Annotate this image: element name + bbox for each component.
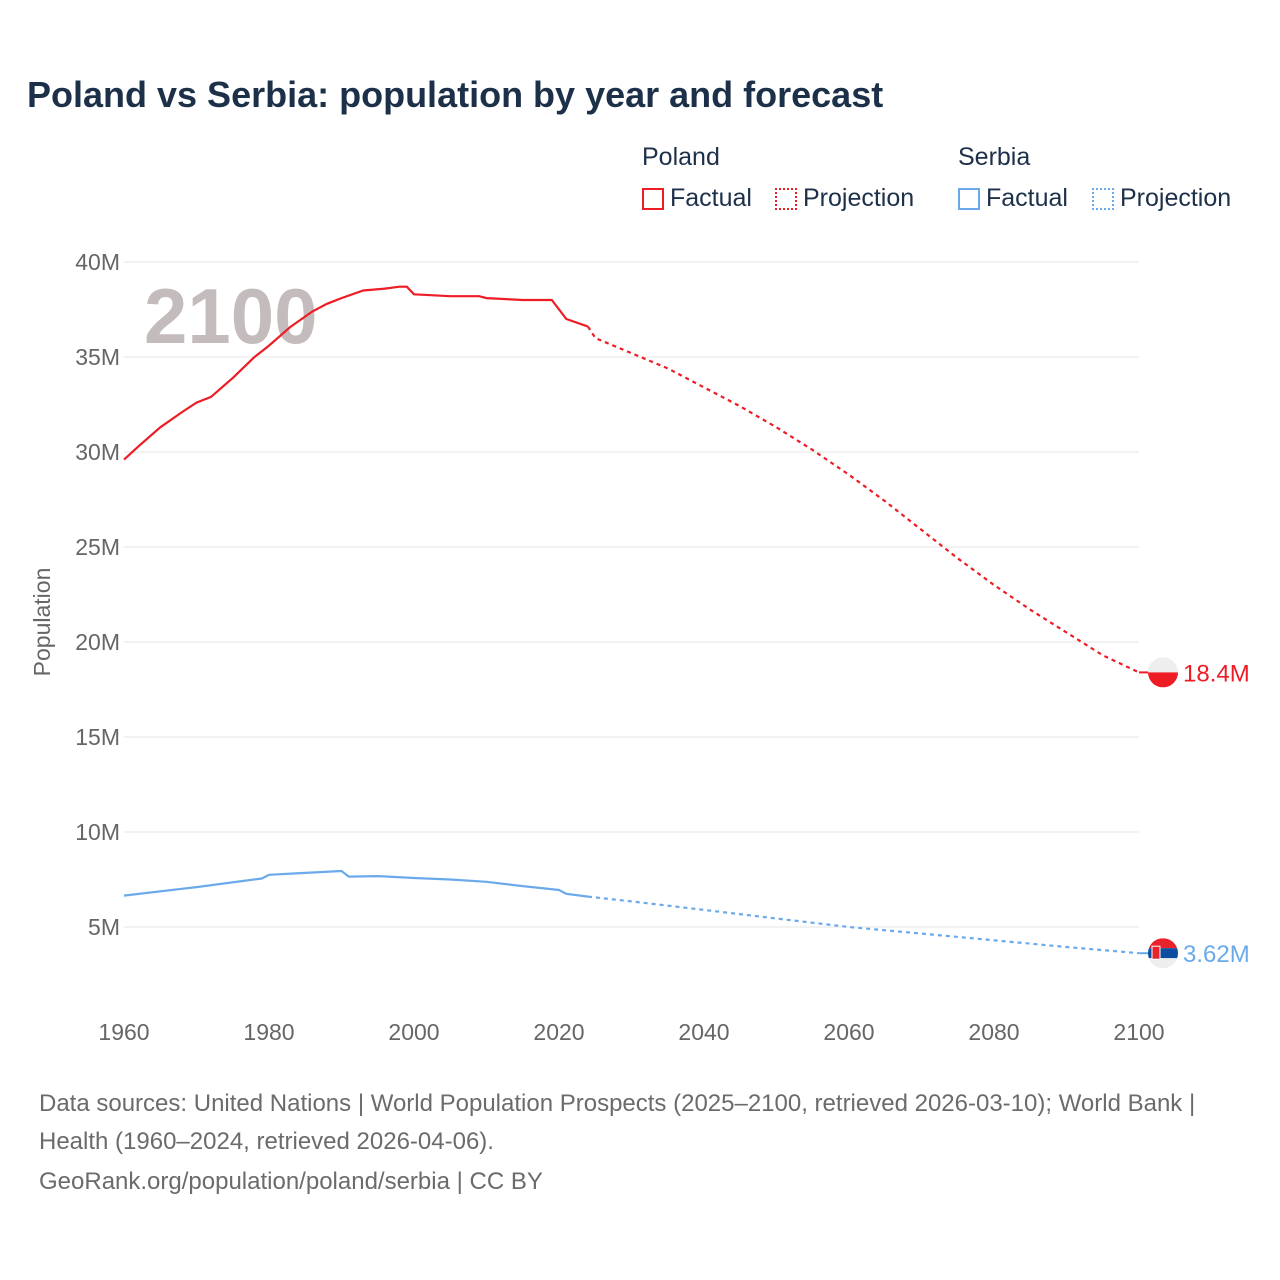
y-tick-label: 10M [75, 819, 120, 845]
legend-group-serbia: Serbia [958, 143, 1031, 171]
legend-label: Factual [670, 184, 752, 212]
poland-projection-line [587, 326, 1140, 674]
poland-end-label: 18.4M [1183, 660, 1250, 687]
legend-swatch [958, 187, 980, 210]
serbia-factual-line [123, 869, 589, 898]
data-sources: Data sources: United Nations | World Pop… [39, 1090, 1196, 1155]
x-tick-label: 1960 [98, 1019, 149, 1045]
credit-link[interactable]: GeoRank.org/population/poland/serbia | C… [39, 1168, 543, 1195]
chart-title: Poland vs Serbia: population by year and… [27, 74, 884, 115]
poland-factual-line [123, 285, 589, 461]
serbia-flag-icon [1148, 938, 1178, 969]
y-tick-label: 5M [88, 914, 120, 940]
legend-swatch [775, 187, 797, 210]
y-tick-label: 30M [75, 439, 120, 465]
legend-label: Factual [986, 184, 1068, 212]
legend-poland-projection[interactable]: Projection [775, 184, 914, 213]
y-tick-label: 25M [75, 534, 120, 560]
x-tick-label: 2040 [678, 1019, 729, 1045]
legend-group-poland: Poland [642, 143, 720, 171]
x-tick-label: 2100 [1113, 1019, 1164, 1045]
year-watermark: 2100 [144, 272, 318, 360]
legend-swatch [1092, 187, 1114, 210]
x-tick-label: 1980 [243, 1019, 294, 1045]
population-chart: 5M 10M 15M 20M 25M 30M 35M 40M 1960 1980 2000 2020 2… [29, 249, 1250, 1045]
legend-serbia-projection[interactable]: Projection [1092, 184, 1231, 213]
serbia-projection-line [587, 895, 1140, 955]
x-tick-label: 2060 [823, 1019, 874, 1045]
legend-poland-factual[interactable]: Factual [642, 184, 752, 213]
y-tick-label: 20M [75, 629, 120, 655]
y-tick-label: 35M [75, 344, 120, 370]
legend-label: Projection [803, 184, 915, 212]
legend-label: Projection [1120, 184, 1232, 212]
x-tick-label: 2020 [533, 1019, 584, 1045]
legend-serbia-factual[interactable]: Factual [958, 184, 1068, 213]
y-tick-label: 15M [75, 724, 120, 750]
x-tick-label: 2000 [388, 1019, 439, 1045]
y-tick-label: 40M [75, 249, 120, 275]
legend-swatch [642, 187, 664, 210]
serbia-end-label: 3.62M [1183, 941, 1250, 968]
y-axis-label: Population [29, 568, 55, 677]
x-tick-label: 2080 [968, 1019, 1019, 1045]
poland-flag-icon [1148, 657, 1178, 688]
